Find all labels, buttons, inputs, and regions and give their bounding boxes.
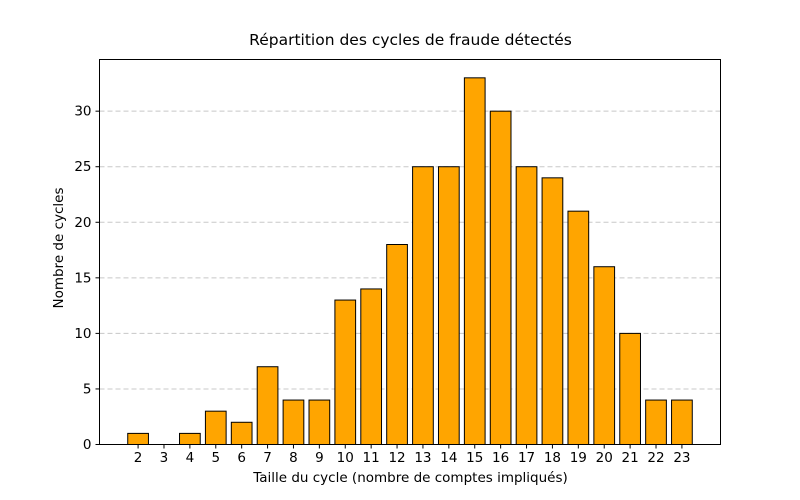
y-tick-label: 10 [74,326,91,342]
x-axis-label: Taille du cycle (nombre de comptes impli… [253,470,568,486]
bar-19 [567,210,590,445]
bar-5 [204,410,227,445]
x-tick-label: 12 [388,450,405,466]
bar-20 [593,266,616,445]
bar-10 [334,299,357,445]
x-tick-label: 8 [289,450,298,466]
bar-17 [515,166,538,445]
x-tick-label: 11 [363,450,380,466]
bar-23 [671,399,693,445]
x-tick-label: 17 [518,450,535,466]
bar-14 [437,166,460,445]
bar-7 [256,366,279,446]
bar-18 [541,177,564,445]
bar-4 [179,432,201,445]
bar-2 [127,432,149,445]
y-tick-label: 20 [74,215,91,231]
y-axis-label: Nombre de cycles [51,187,67,309]
y-tick-label: 15 [74,270,91,286]
bar-8 [282,399,305,445]
bar-15 [463,77,486,445]
x-tick-label: 23 [673,450,690,466]
bar-22 [645,399,667,445]
bar-13 [412,166,434,445]
x-tick-label: 5 [211,450,220,466]
x-tick-label: 15 [466,450,483,466]
bar-12 [386,244,408,445]
y-tick-label: 30 [74,104,91,120]
bar-9 [308,399,331,445]
x-tick-label: 2 [134,450,143,466]
x-tick-label: 7 [263,450,272,466]
y-tick-label: 0 [83,437,92,453]
x-tick-label: 9 [315,450,324,466]
y-tick-label: 5 [83,381,92,397]
x-tick-label: 21 [622,450,639,466]
x-tick-label: 6 [237,450,246,466]
x-tick-label: 16 [492,450,509,466]
x-tick-label: 19 [570,450,587,466]
y-tick-label: 25 [74,159,91,175]
x-tick-label: 13 [414,450,431,466]
bar-11 [360,288,383,446]
bar-6 [230,421,253,445]
bar-16 [489,110,512,446]
x-tick-label: 4 [186,450,195,466]
x-tick-label: 18 [544,450,561,466]
x-tick-label: 14 [440,450,457,466]
chart-title: Répartition des cycles de fraude détecté… [249,31,572,49]
x-tick-label: 20 [596,450,613,466]
plot-border [99,59,721,445]
x-tick-label: 3 [160,450,169,466]
bar-21 [619,332,641,445]
x-tick-label: 10 [337,450,354,466]
x-tick-label: 22 [647,450,664,466]
